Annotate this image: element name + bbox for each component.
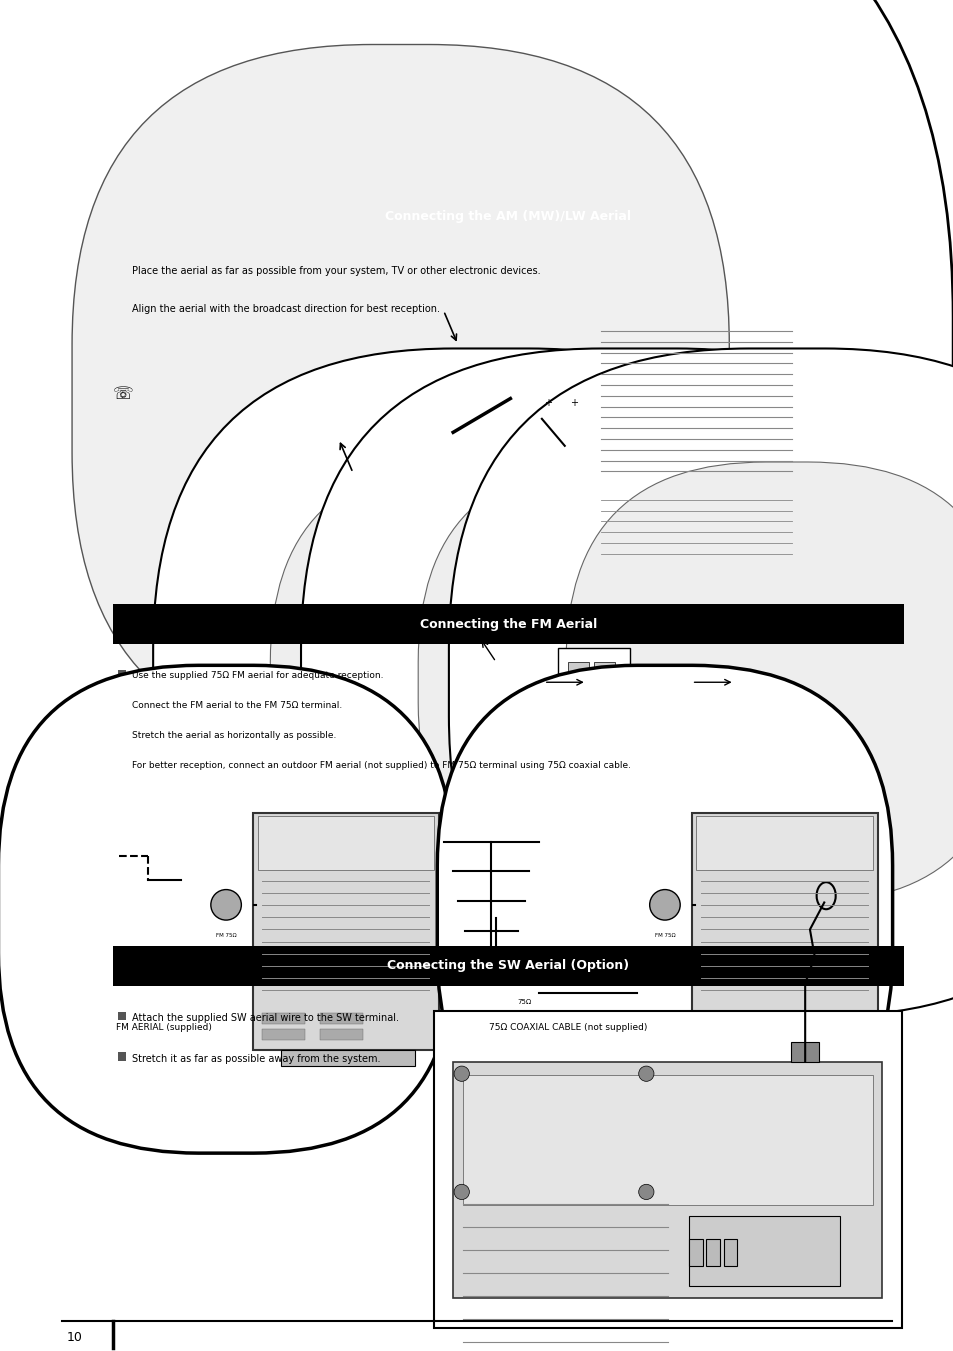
FancyBboxPatch shape (449, 349, 953, 1016)
Text: 75Ω COAXIAL CABLE (not supplied): 75Ω COAXIAL CABLE (not supplied) (489, 1023, 647, 1032)
Bar (600, 554, 629, 567)
Bar (467, 723, 515, 743)
FancyBboxPatch shape (153, 349, 828, 1016)
Bar (689, 1239, 702, 1266)
Bar (691, 813, 877, 1050)
Bar (112, 196, 903, 236)
Bar (639, 534, 667, 547)
Bar (362, 486, 438, 520)
FancyBboxPatch shape (436, 665, 892, 1154)
Text: Attach the supplied SW aerial wire to the SW terminal.: Attach the supplied SW aerial wire to th… (132, 1013, 398, 1023)
Bar (453, 1062, 882, 1298)
Bar (112, 604, 903, 644)
Text: FM 75Ω: FM 75Ω (215, 934, 236, 938)
Text: FM 75Ω: FM 75Ω (654, 934, 675, 938)
Bar (319, 1013, 362, 1024)
Bar (639, 554, 667, 567)
Bar (281, 1050, 415, 1066)
Circle shape (211, 889, 241, 920)
Circle shape (639, 1066, 654, 1081)
Text: 75Ω: 75Ω (517, 1000, 531, 1005)
Text: FM AERIAL (supplied): FM AERIAL (supplied) (116, 1023, 212, 1032)
Bar (677, 534, 705, 547)
Bar (253, 813, 438, 1050)
Bar (563, 378, 584, 426)
Bar (567, 662, 588, 703)
Text: Align the aerial with the broadcast direction for best reception.: Align the aerial with the broadcast dire… (132, 304, 439, 313)
Bar (758, 1029, 801, 1040)
Bar (591, 250, 829, 588)
Bar (615, 723, 662, 743)
Circle shape (454, 1066, 469, 1081)
FancyBboxPatch shape (301, 349, 953, 1016)
Text: Use the supplied 75Ω FM aerial for adequate reception.: Use the supplied 75Ω FM aerial for adequ… (132, 671, 383, 681)
Bar (758, 1013, 801, 1024)
Text: Place the aerial as far as possible from your system, TV or other electronic dev: Place the aerial as far as possible from… (132, 266, 539, 276)
Bar (181, 869, 198, 890)
Bar (257, 816, 434, 870)
Bar (262, 1013, 305, 1024)
Bar (705, 1239, 720, 1266)
Text: ☏: ☏ (112, 385, 133, 403)
Text: Stretch it as far as possible away from the system.: Stretch it as far as possible away from … (132, 1054, 379, 1063)
Bar (696, 816, 872, 870)
FancyBboxPatch shape (72, 45, 728, 753)
Bar (17, 196, 93, 297)
Text: +: + (570, 397, 578, 408)
Bar (600, 534, 629, 547)
Text: Connecting the AM (MW)/LW Aerial: Connecting the AM (MW)/LW Aerial (385, 209, 631, 223)
Bar (262, 1029, 305, 1040)
Circle shape (454, 1185, 469, 1200)
Circle shape (649, 889, 679, 920)
Text: Connecting the SW Aerial (Option): Connecting the SW Aerial (Option) (387, 959, 629, 973)
FancyBboxPatch shape (565, 462, 953, 902)
Bar (510, 955, 538, 1050)
Bar (434, 621, 901, 757)
Bar (700, 1013, 743, 1024)
Bar (762, 723, 810, 743)
Text: O: O (46, 235, 65, 258)
Bar (677, 554, 705, 567)
Bar (689, 1216, 839, 1286)
Bar (700, 1029, 743, 1040)
FancyBboxPatch shape (270, 462, 712, 902)
Text: +: + (543, 397, 551, 408)
Text: Connecting the FM Aerial: Connecting the FM Aerial (419, 617, 597, 631)
FancyBboxPatch shape (0, 0, 952, 979)
Text: 10: 10 (67, 1331, 83, 1344)
Bar (462, 1075, 872, 1205)
Bar (720, 1050, 853, 1066)
Bar (790, 1042, 819, 1062)
Bar (319, 1029, 362, 1040)
Bar (558, 648, 629, 723)
Text: Stretch the aerial as horizontally as possible.: Stretch the aerial as horizontally as po… (132, 731, 335, 740)
FancyBboxPatch shape (329, 158, 801, 653)
Text: For better reception, connect an outdoor FM aerial (not supplied) to FM 75Ω term: For better reception, connect an outdoor… (132, 761, 630, 770)
Bar (723, 1239, 737, 1266)
Bar (537, 378, 558, 426)
FancyBboxPatch shape (417, 462, 860, 902)
Bar (594, 662, 615, 703)
Bar (434, 1011, 901, 1328)
FancyBboxPatch shape (0, 665, 454, 1154)
Circle shape (639, 1185, 654, 1200)
Bar (596, 253, 824, 320)
Text: Connect the FM aerial to the FM 75Ω terminal.: Connect the FM aerial to the FM 75Ω term… (132, 701, 341, 711)
Bar (112, 946, 903, 986)
